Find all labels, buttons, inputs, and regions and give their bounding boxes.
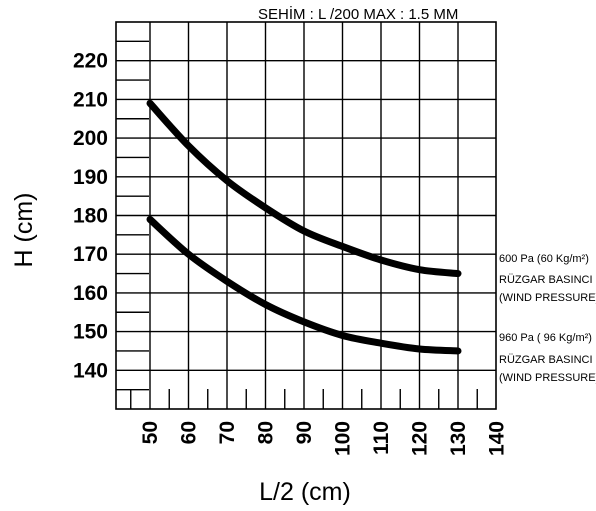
y-tick-label: 210: [73, 88, 108, 111]
chart-header: SEHİM : L /200 MAX : 1.5 MM: [258, 5, 458, 23]
chart-series: [146, 99, 462, 355]
x-tick-label: 110: [370, 421, 393, 455]
series-line-2: [146, 215, 462, 355]
legend-2-line-1: 960 Pa ( 96 Kg/m²): [499, 332, 592, 344]
x-tick-label: 80: [255, 421, 278, 444]
x-axis-title: L/2 (cm): [259, 478, 351, 506]
x-tick-label: 70: [216, 421, 239, 444]
x-tick-label: 50: [139, 421, 162, 444]
x-tick-label: 60: [178, 421, 201, 444]
y-tick-label: 220: [73, 50, 108, 73]
x-tick-label: 100: [332, 421, 355, 456]
y-tick-label: 190: [73, 166, 108, 189]
y-axis-title: H (cm): [10, 193, 38, 268]
legend-1-line-2: RÜZGAR BASINCI: [499, 274, 593, 286]
y-tick-label: 200: [73, 127, 108, 150]
x-tick-label: 120: [409, 421, 432, 456]
chart-grid: [116, 22, 496, 409]
legend-2-line-2: RÜZGAR BASINCI: [499, 354, 593, 366]
legend-series-2: 960 Pa ( 96 Kg/m²) RÜZGAR BASINCI (WIND …: [499, 332, 596, 384]
chart-frame: [115, 21, 497, 410]
legend-1-line-3: (WIND PRESSURE): [499, 292, 596, 304]
y-tick-label: 140: [73, 359, 108, 382]
x-tick-label: 90: [293, 421, 316, 444]
x-tick-labels: 50 60 70 80 90 100 110 120 130 140: [139, 421, 509, 456]
legend-2-line-3: (WIND PRESSURE): [499, 372, 596, 384]
plot-border: [115, 21, 497, 410]
series-line-1: [146, 99, 462, 278]
y-tick-label: 160: [73, 282, 108, 305]
y-tick-label: 150: [73, 321, 108, 344]
y-tick-labels: 140 150 160 170 180 190 200 210 220: [73, 50, 108, 383]
legend-series-1: 600 Pa (60 Kg/m²) RÜZGAR BASINCI (WIND P…: [499, 253, 596, 304]
y-tick-label: 170: [73, 243, 108, 266]
x-tick-label: 130: [447, 421, 470, 456]
x-tick-label: 140: [486, 421, 509, 456]
y-tick-label: 180: [73, 205, 108, 228]
legend-1-line-1: 600 Pa (60 Kg/m²): [499, 253, 589, 265]
